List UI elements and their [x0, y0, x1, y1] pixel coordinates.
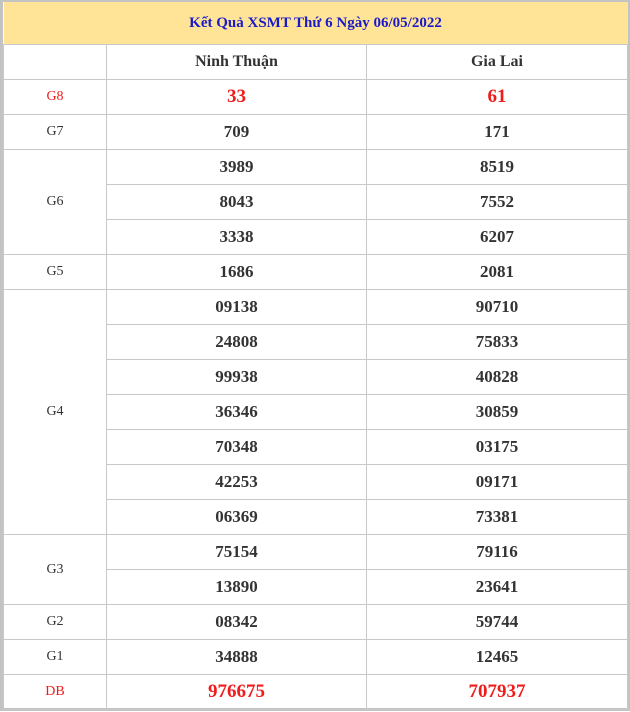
table-row: 70348 03175 [4, 429, 628, 465]
prize-label: G5 [3, 254, 107, 290]
gia-lai-number: 03175 [366, 429, 628, 465]
prize-label: G7 [3, 114, 107, 150]
ninh-thuan-number: 976675 [106, 674, 367, 710]
gia-lai-number: 75833 [366, 324, 628, 360]
table-row: 24808 75833 [4, 324, 628, 360]
ninh-thuan-number: 70348 [106, 429, 367, 465]
gia-lai-number: 23641 [366, 569, 628, 605]
table-row: G7 709 171 [3, 114, 628, 150]
table-row: 8043 7552 [4, 184, 628, 220]
prize-label: G4 [3, 289, 107, 535]
gia-lai-number: 79116 [366, 534, 628, 570]
column-header-ninh-thuan: Ninh Thuận [106, 44, 367, 80]
prize-label: G2 [3, 604, 107, 640]
prize-label: DB [3, 674, 107, 710]
gia-lai-number: 40828 [366, 359, 628, 395]
ninh-thuan-number: 8043 [106, 184, 367, 220]
ninh-thuan-number: 42253 [106, 464, 367, 500]
table-row: 3338 6207 [4, 219, 628, 255]
prize-label: G8 [3, 79, 107, 115]
table-row: G3 75154 79116 [3, 534, 628, 605]
gia-lai-number: 171 [366, 114, 628, 150]
ninh-thuan-number: 33 [106, 79, 367, 115]
ninh-thuan-number: 1686 [106, 254, 367, 290]
lottery-results-table: Kết Quả XSMT Thứ 6 Ngày 06/05/2022 Ninh … [3, 2, 628, 710]
ninh-thuan-number: 3989 [106, 149, 367, 185]
table-row: 42253 09171 [4, 464, 628, 500]
header-row: Ninh Thuận Gia Lai [3, 44, 628, 80]
ninh-thuan-number: 34888 [106, 639, 367, 675]
prize-label: G3 [3, 534, 107, 605]
ninh-thuan-number: 75154 [106, 534, 367, 570]
gia-lai-number: 2081 [366, 254, 628, 290]
table-row: 06369 73381 [4, 499, 628, 535]
table-row: G8 33 61 [3, 79, 628, 115]
gia-lai-number: 59744 [366, 604, 628, 640]
ninh-thuan-number: 06369 [106, 499, 367, 535]
gia-lai-number: 12465 [366, 639, 628, 675]
ninh-thuan-number: 99938 [106, 359, 367, 395]
table-row: G6 3989 8519 [3, 149, 628, 255]
prize-label: G1 [3, 639, 107, 675]
ninh-thuan-number: 24808 [106, 324, 367, 360]
table-row: 99938 40828 [4, 359, 628, 395]
table-row: G2 08342 59744 [3, 604, 628, 640]
gia-lai-number: 09171 [366, 464, 628, 500]
table-row: DB 976675 707937 [3, 674, 628, 710]
table-row: 13890 23641 [4, 569, 628, 605]
gia-lai-number: 30859 [366, 394, 628, 430]
table-row: 36346 30859 [4, 394, 628, 430]
ninh-thuan-number: 13890 [106, 569, 367, 605]
ninh-thuan-number: 709 [106, 114, 367, 150]
prize-label: G6 [3, 149, 107, 255]
table-title: Kết Quả XSMT Thứ 6 Ngày 06/05/2022 [3, 2, 628, 45]
table-row: G1 34888 12465 [3, 639, 628, 675]
gia-lai-number: 7552 [366, 184, 628, 220]
ninh-thuan-number: 08342 [106, 604, 367, 640]
table-row: G5 1686 2081 [3, 254, 628, 290]
gia-lai-number: 6207 [366, 219, 628, 255]
gia-lai-number: 8519 [366, 149, 628, 185]
gia-lai-number: 61 [366, 79, 628, 115]
gia-lai-number: 90710 [366, 289, 628, 325]
ninh-thuan-number: 09138 [106, 289, 367, 325]
table-row: G4 09138 90710 [3, 289, 628, 535]
ninh-thuan-number: 3338 [106, 219, 367, 255]
gia-lai-number: 707937 [366, 674, 628, 710]
gia-lai-number: 73381 [366, 499, 628, 535]
column-header-gia-lai: Gia Lai [366, 44, 628, 80]
column-header-prize [3, 44, 107, 80]
ninh-thuan-number: 36346 [106, 394, 367, 430]
